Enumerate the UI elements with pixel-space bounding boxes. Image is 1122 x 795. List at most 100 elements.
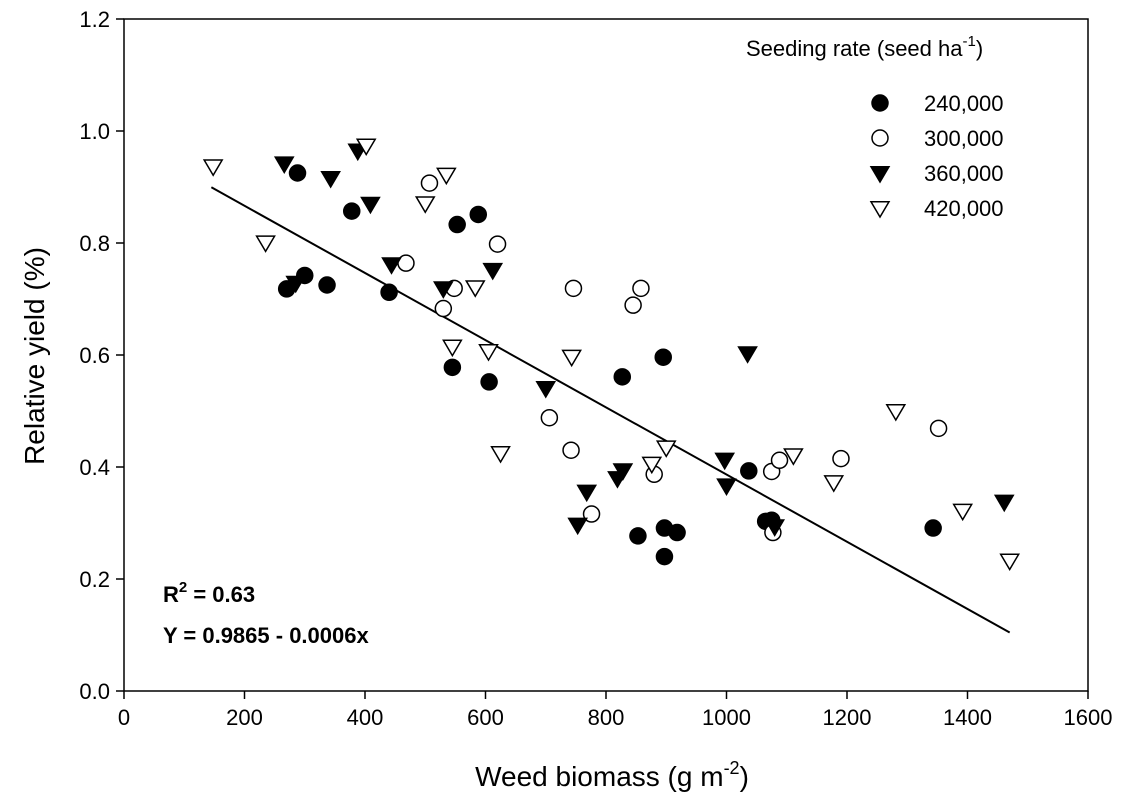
legend-marker xyxy=(869,200,891,219)
legend-marker xyxy=(871,94,889,112)
data-point xyxy=(929,419,948,438)
y-tick-label: 0.0 xyxy=(79,679,110,704)
data-point xyxy=(414,196,436,214)
data-point xyxy=(480,373,498,391)
series-240000 xyxy=(277,164,942,566)
data-point xyxy=(641,456,663,475)
data-point xyxy=(885,403,907,422)
data-point xyxy=(740,462,758,480)
data-point xyxy=(285,275,307,294)
data-point xyxy=(355,138,377,157)
data-point xyxy=(737,346,758,364)
x-tick-label: 1200 xyxy=(823,705,872,730)
data-point xyxy=(783,448,804,466)
legend: Seeding rate (seed ha-1) 240,000 300,000 3… xyxy=(746,33,1004,221)
regression-line-group xyxy=(210,186,1011,634)
data-point xyxy=(448,215,466,234)
data-points xyxy=(202,138,1020,571)
data-point xyxy=(562,441,580,459)
plot-area xyxy=(123,18,1089,692)
legend-label: 240,000 xyxy=(924,91,1004,116)
data-point xyxy=(952,503,973,522)
data-point xyxy=(443,358,462,377)
data-point xyxy=(288,164,307,182)
data-point xyxy=(832,449,850,468)
data-point xyxy=(655,547,674,566)
data-point xyxy=(632,279,650,298)
data-point xyxy=(654,348,672,366)
y-axis-title: Relative yield (%) xyxy=(19,247,50,465)
data-point xyxy=(469,205,488,224)
data-point xyxy=(999,553,1020,571)
data-point xyxy=(318,276,336,294)
data-point xyxy=(436,167,457,186)
data-point xyxy=(764,519,786,537)
data-point xyxy=(567,517,588,536)
x-tick-label: 1000 xyxy=(702,705,751,730)
regression-line xyxy=(210,186,1011,634)
data-point xyxy=(381,257,402,275)
y-tick-label: 0.4 xyxy=(79,455,110,480)
y-tick-label: 0.8 xyxy=(79,231,110,256)
data-point xyxy=(564,279,583,298)
y-tick-label: 1.2 xyxy=(79,7,110,32)
x-tick-label: 1600 xyxy=(1064,705,1113,730)
data-point xyxy=(420,174,439,192)
data-point xyxy=(993,494,1015,513)
data-point xyxy=(540,408,559,427)
data-point xyxy=(273,156,295,174)
data-point xyxy=(624,296,642,314)
data-point xyxy=(320,170,341,189)
r-squared-annotation: R2 = 0.63 xyxy=(163,579,255,607)
y-tick-label: 1.0 xyxy=(79,119,110,144)
data-point xyxy=(490,445,511,464)
legend-label: 300,000 xyxy=(924,126,1004,151)
data-point xyxy=(668,523,686,542)
data-point xyxy=(434,299,453,318)
data-point xyxy=(714,452,736,471)
data-point xyxy=(823,475,845,493)
data-point xyxy=(482,262,504,281)
x-tick-label: 200 xyxy=(226,705,263,730)
data-point xyxy=(433,281,454,299)
data-point xyxy=(342,202,361,220)
x-axis-title: Weed biomass (g m-2) xyxy=(475,758,749,792)
legend-items: 240,000 300,000 360,000 420,000 xyxy=(869,91,1004,221)
data-point xyxy=(612,463,634,481)
data-point xyxy=(380,283,398,302)
data-point xyxy=(464,280,486,298)
legend-label: 420,000 xyxy=(924,196,1004,221)
data-point xyxy=(629,527,647,545)
data-point xyxy=(770,451,789,470)
y-tick-label: 0.6 xyxy=(79,343,110,368)
data-point xyxy=(360,196,381,215)
data-point xyxy=(202,159,224,177)
x-tick-label: 0 xyxy=(118,705,130,730)
data-point xyxy=(561,349,582,368)
legend-title: Seeding rate (seed ha-1) xyxy=(746,33,983,61)
x-tick-label: 400 xyxy=(347,705,384,730)
legend-marker xyxy=(871,129,889,147)
data-point xyxy=(655,440,677,458)
x-tick-label: 600 xyxy=(467,705,504,730)
data-point xyxy=(924,519,942,537)
data-point xyxy=(716,478,737,496)
data-point xyxy=(255,235,276,253)
y-tick-label: 0.2 xyxy=(79,567,110,592)
data-point xyxy=(535,380,557,399)
legend-marker xyxy=(869,165,891,184)
data-point xyxy=(442,339,463,358)
regression-equation-annotation: Y = 0.9865 - 0.0006x xyxy=(163,623,369,648)
series-360000 xyxy=(273,143,1015,537)
series-300000 xyxy=(397,174,948,542)
axis-tick-labels: 0 200 400 600 800 1000 1200 1400 1600 0.0 0.2 0.4 0.… xyxy=(79,7,1112,730)
data-point xyxy=(576,484,598,503)
data-point xyxy=(478,344,499,362)
data-point xyxy=(613,368,632,386)
axis-ticks xyxy=(116,18,1089,699)
data-point xyxy=(488,235,507,253)
x-tick-label: 1400 xyxy=(943,705,992,730)
series-420000 xyxy=(202,138,1020,571)
plot-frame xyxy=(123,18,1089,692)
